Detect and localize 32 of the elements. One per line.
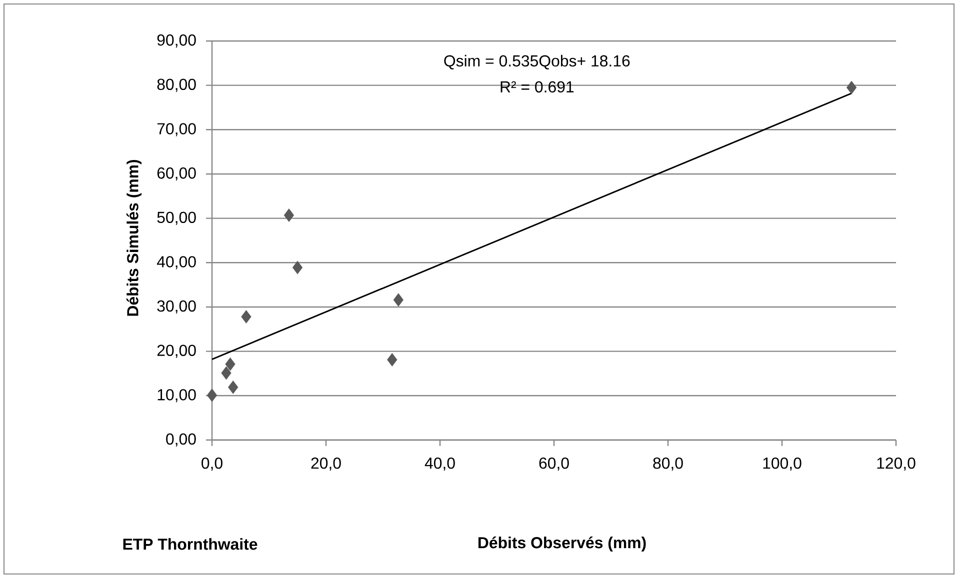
y-tick-label: 40,00 — [156, 256, 196, 270]
point — [292, 260, 303, 274]
y-tick-label: 60,00 — [157, 167, 196, 181]
x-tick-label: 60,0 — [539, 458, 569, 471]
x-tick-label: 20,0 — [311, 458, 341, 471]
x-tick-label: 40,0 — [424, 458, 455, 471]
point — [284, 208, 294, 222]
y-tick-label: 80,00 — [157, 78, 196, 92]
point — [221, 366, 232, 380]
point — [225, 357, 236, 371]
y-axis-title: Débits Simulés (mm) — [126, 160, 142, 316]
annotation: R² = 0.691 — [500, 81, 574, 93]
y-tick-label: 70,00 — [157, 123, 196, 136]
point — [241, 310, 252, 324]
y-tick-label: 50,00 — [157, 212, 196, 225]
point — [206, 388, 218, 402]
y-tick-label: 20,00 — [157, 344, 196, 358]
y-tick-label: 10,00 — [158, 389, 196, 402]
annotation: Qsim = 0.535Qobs+ 18.16 — [444, 54, 630, 70]
x-tick-label: 100,0 — [763, 458, 802, 471]
x-tick-label: 80,0 — [653, 458, 683, 471]
point — [387, 353, 398, 366]
x-tick-label: 0,0 — [202, 458, 222, 471]
text: ETP Thornthwaite — [123, 538, 258, 550]
x-tick-label: 120,0 — [877, 458, 916, 471]
point — [393, 293, 404, 307]
y-tick-label: 30,00 — [157, 300, 196, 314]
y-tick-label: 0,00 — [166, 433, 196, 447]
x-axis-title: Débits Observés (mm) — [478, 536, 646, 552]
point — [846, 80, 857, 94]
point — [228, 380, 238, 394]
y-tick-label: 90,00 — [157, 34, 196, 48]
